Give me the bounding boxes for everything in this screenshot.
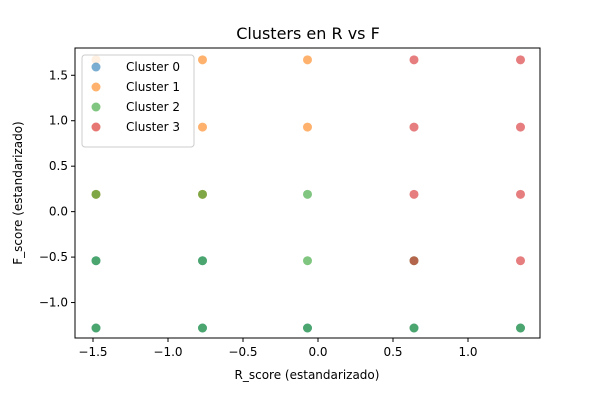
data-point [303,323,312,333]
data-point [91,256,101,266]
x-tick-label: 0.5 [383,345,402,359]
legend-label: Cluster 1 [126,80,180,94]
y-tick-label: 0.5 [49,159,68,173]
data-point [409,122,419,132]
axes-border [74,47,541,339]
data-point [409,189,419,199]
data-point [516,55,525,65]
legend: Cluster 0 Cluster 1 Cluster 2 Cluster 3 [81,54,195,148]
data-point [516,122,525,132]
x-axis-ticks: −1.5 −1.0 −0.5 0.0 0.5 1.0 [78,338,478,359]
data-point [516,323,525,333]
x-tick-label: 0.0 [308,345,327,359]
y-tick-label: 0.0 [49,205,68,219]
x-tick-label: −1.5 [78,345,107,359]
x-tick-label: −1.0 [153,345,182,359]
data-point [409,323,419,333]
data-point [516,256,525,266]
legend-marker [91,102,101,112]
data-point [303,122,312,132]
legend-label: Cluster 0 [126,60,180,74]
legend-marker [91,62,101,72]
data-point [303,55,312,65]
x-axis-label: R_score (estandarizado) [235,368,380,382]
chart-title: Clusters en R vs F [236,24,380,43]
points-layer [91,55,525,333]
y-tick-label: 1.5 [49,68,68,82]
y-axis-ticks: −1.0 −0.5 0.0 0.5 1.0 1.5 [39,68,75,310]
data-point [198,122,207,132]
data-point [409,256,419,266]
data-point [303,189,312,199]
data-point [516,189,525,199]
series-cluster-3 [409,55,525,266]
y-tick-label: −1.0 [39,296,68,310]
legend-label: Cluster 3 [126,120,180,134]
data-point [198,323,207,333]
data-point [303,256,312,266]
x-tick-label: −0.5 [228,345,257,359]
data-point [198,256,207,266]
y-axis-label: F_score (estandarizado) [11,121,25,264]
legend-marker [91,82,101,92]
x-tick-label: 1.0 [458,345,477,359]
data-point [198,55,207,65]
data-point [198,189,207,199]
data-point [91,189,101,199]
data-point [409,55,419,65]
legend-label: Cluster 2 [126,100,180,114]
y-tick-label: 1.0 [49,114,68,128]
legend-marker [91,122,101,132]
y-tick-label: −0.5 [39,250,68,264]
legend-box [81,54,195,148]
data-point [91,323,101,333]
